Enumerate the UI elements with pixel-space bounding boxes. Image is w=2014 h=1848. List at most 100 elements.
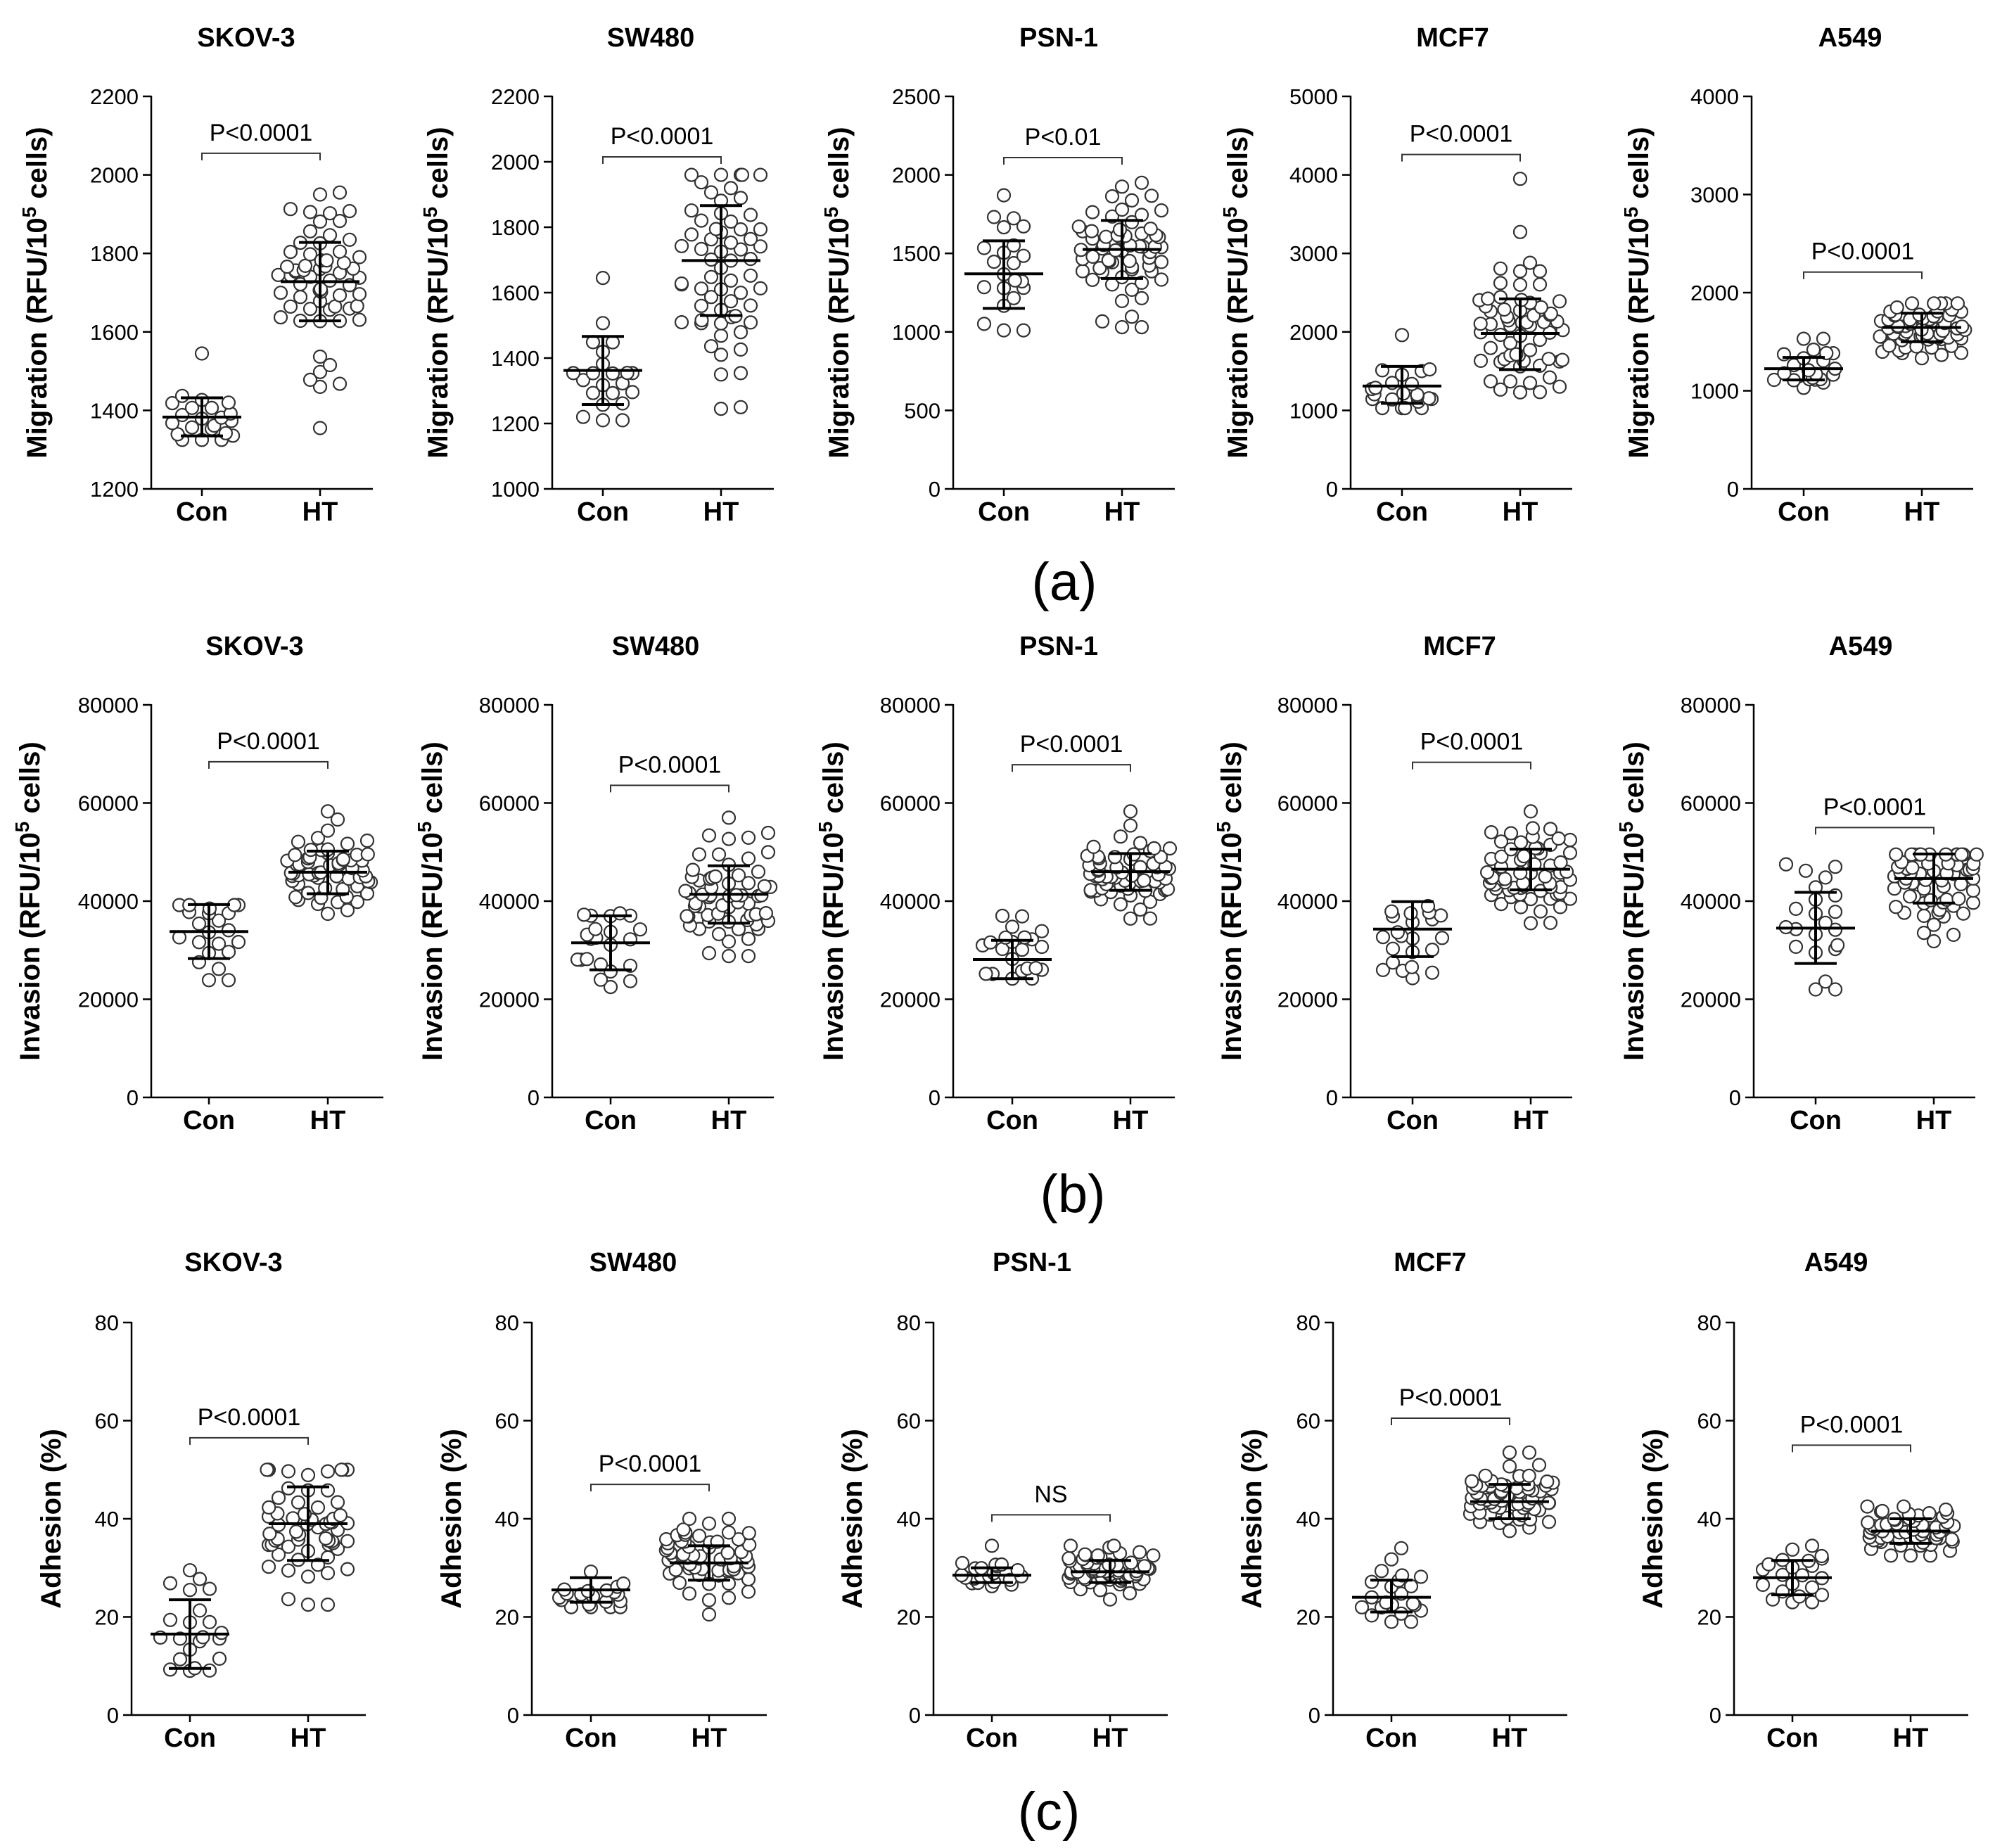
y-axis-label: Invasion (RFU/105 cells) xyxy=(1615,741,1650,1061)
data-point-ht xyxy=(1498,872,1512,886)
data-point-con xyxy=(1384,904,1399,919)
data-point-con xyxy=(170,427,185,442)
data-point-con xyxy=(1005,919,1020,934)
data-point-ht xyxy=(1904,296,1920,311)
data-point-ht xyxy=(260,1463,274,1477)
data-point-con xyxy=(1765,1592,1780,1607)
data-point-ht xyxy=(1553,855,1568,870)
data-point-con xyxy=(162,1576,178,1591)
x-tick-label-ht: HT xyxy=(291,1723,326,1753)
data-point-ht xyxy=(1543,822,1558,836)
data-point-con xyxy=(996,323,1012,338)
y-tick-label: 20 xyxy=(897,1605,921,1630)
data-point-ht xyxy=(1483,340,1498,355)
y-tick-label: 60000 xyxy=(1681,791,1741,816)
data-point-ht xyxy=(281,1481,296,1496)
data-point-con xyxy=(984,1538,1000,1553)
y-tick-label: 1400 xyxy=(90,398,139,423)
panel-c-sw480: SW480 0 20 40 60 80 Con HT Adhesion (%) P<0.0001 xyxy=(436,1248,767,1753)
data-point-con xyxy=(1375,962,1391,978)
data-point-ht xyxy=(1553,900,1568,915)
y-axis-label: Invasion (RFU/105 cells) xyxy=(11,741,46,1061)
data-point-ht xyxy=(713,316,729,331)
data-point-con xyxy=(1804,1538,1820,1553)
data-point-ht xyxy=(1101,253,1116,268)
p-value-label: P<0.0001 xyxy=(217,728,320,755)
data-point-ht xyxy=(721,948,737,964)
significance-bracket xyxy=(610,784,729,793)
data-point-ht xyxy=(703,185,719,200)
x-tick-label-con: Con xyxy=(176,497,228,527)
data-point-ht xyxy=(1532,264,1548,279)
significance-bracket xyxy=(1401,153,1521,162)
y-tick-label: 80 xyxy=(495,1311,519,1335)
panel-title: A549 xyxy=(1829,632,1893,661)
data-point-ht xyxy=(271,1547,286,1562)
data-point-ht xyxy=(1897,1499,1911,1514)
panel-title: PSN-1 xyxy=(1019,23,1098,53)
data-point-ht xyxy=(1517,849,1531,864)
data-point-con xyxy=(1375,400,1390,416)
panel-a-psn-1: PSN-1 0 500 1000 1500 2000 2500 Con HT Migration … xyxy=(820,23,1175,527)
data-point-con xyxy=(1434,931,1450,945)
data-point-ht xyxy=(1531,1458,1547,1472)
y-axis-label: Adhesion (%) xyxy=(1638,1429,1669,1609)
data-point-con xyxy=(1374,1564,1389,1579)
data-point-ht xyxy=(743,268,758,283)
data-point-con xyxy=(1394,1606,1409,1621)
x-tick-label-ht: HT xyxy=(1492,1723,1528,1753)
data-point-ht xyxy=(332,376,348,391)
data-point-ht xyxy=(1502,1524,1517,1538)
y-axis-label: Invasion (RFU/105 cells) xyxy=(414,741,449,1061)
data-point-ht xyxy=(271,1491,286,1505)
data-point-con xyxy=(1034,924,1050,938)
data-point-ht xyxy=(1493,896,1509,912)
data-point-ht xyxy=(1503,826,1519,841)
data-point-ht xyxy=(332,244,348,259)
data-point-ht xyxy=(360,847,375,862)
p-value-label: P<0.0001 xyxy=(618,751,722,778)
data-point-con xyxy=(184,400,200,415)
data-point-ht xyxy=(1512,277,1528,292)
data-point-ht xyxy=(293,290,308,305)
data-point-ht xyxy=(1134,320,1149,335)
data-point-con xyxy=(1394,1568,1410,1583)
significance-bracket xyxy=(991,1514,1111,1522)
data-point-ht xyxy=(280,260,295,274)
data-point-ht xyxy=(703,339,719,354)
data-point-ht xyxy=(1078,1547,1092,1562)
p-value-label: P<0.0001 xyxy=(1399,1384,1503,1411)
data-point-ht xyxy=(733,242,748,257)
data-point-con xyxy=(615,413,630,428)
y-tick-label: 40 xyxy=(897,1507,921,1531)
data-point-ht xyxy=(1916,908,1932,924)
data-point-ht xyxy=(1084,224,1100,238)
data-point-ht xyxy=(685,862,701,877)
data-point-ht xyxy=(721,831,737,846)
data-point-ht xyxy=(1889,900,1904,915)
data-point-ht xyxy=(1480,865,1495,880)
data-point-ht xyxy=(694,241,709,257)
data-point-ht xyxy=(1903,1548,1918,1563)
data-point-ht xyxy=(721,934,737,949)
data-point-con xyxy=(182,1563,198,1578)
data-point-ht xyxy=(289,1524,304,1539)
data-point-ht xyxy=(708,869,723,884)
y-tick-label: 1800 xyxy=(90,241,139,266)
significance-bracket xyxy=(1803,271,1923,279)
p-value-label: P<0.0001 xyxy=(210,120,313,146)
data-point-con xyxy=(1028,960,1043,976)
data-point-con xyxy=(566,366,581,381)
y-tick-label: 1600 xyxy=(491,281,540,305)
y-tick-label: 5000 xyxy=(1289,84,1338,109)
data-point-con xyxy=(1006,211,1021,226)
data-point-ht xyxy=(1926,933,1942,949)
data-point-ht xyxy=(694,281,709,296)
data-point-ht xyxy=(1124,282,1140,297)
data-point-con xyxy=(575,373,591,388)
data-point-ht xyxy=(1951,891,1966,906)
data-point-ht xyxy=(713,367,729,382)
data-point-ht xyxy=(262,1500,276,1515)
panel-title: PSN-1 xyxy=(1019,632,1098,661)
data-point-con xyxy=(616,1576,631,1591)
